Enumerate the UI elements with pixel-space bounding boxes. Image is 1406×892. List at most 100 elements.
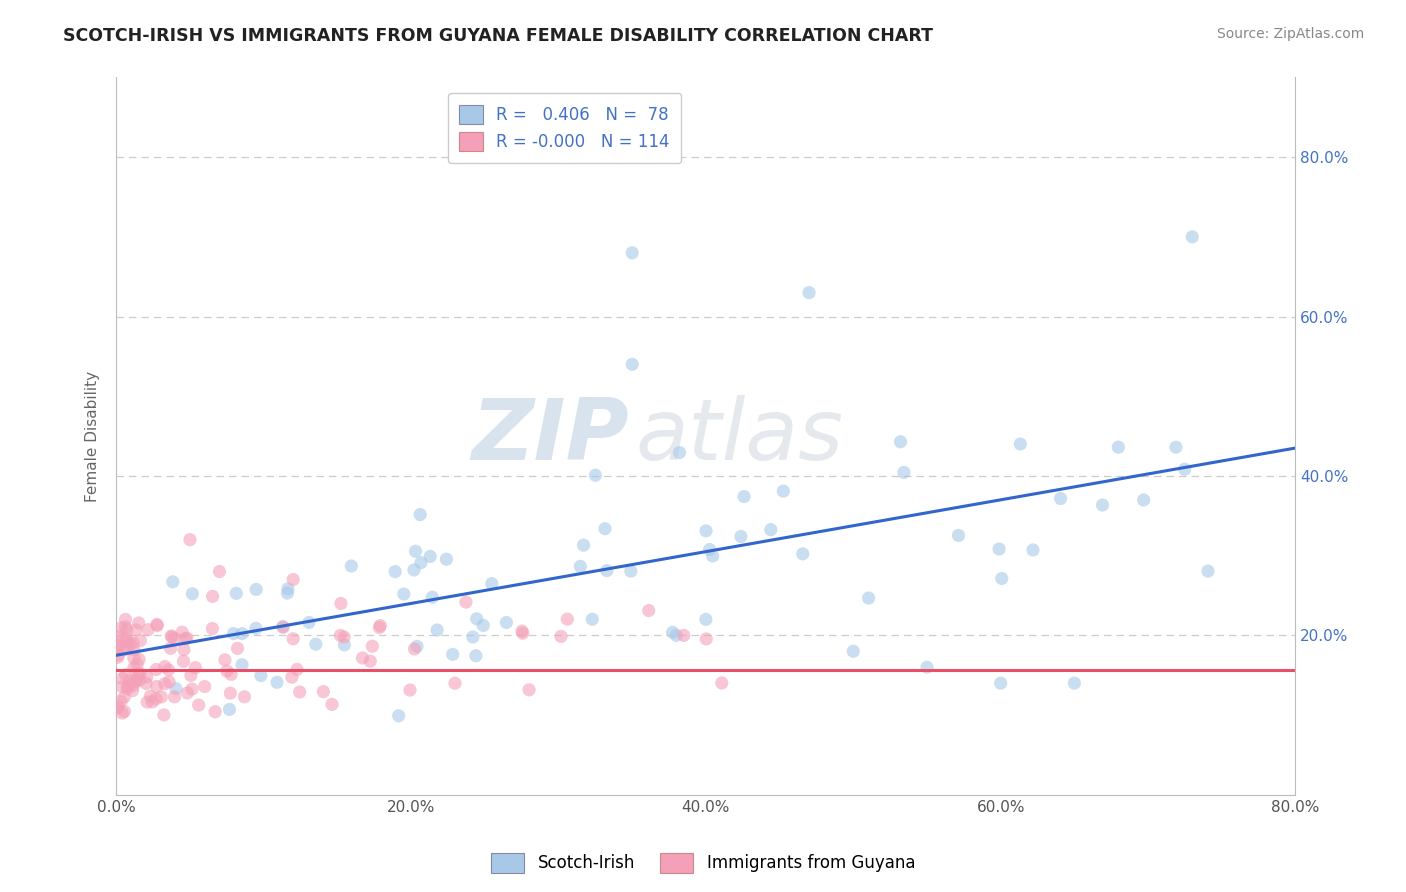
Point (281, 573, 304, 587)
Point (695, 612, 717, 626)
Point (276, 586, 298, 600)
Point (581, 612, 603, 626)
Point (990, 676, 1012, 690)
Point (392, 587, 415, 601)
Point (472, 618, 495, 632)
Point (948, 528, 970, 542)
Text: atlas: atlas (636, 394, 844, 477)
Point (136, 623, 159, 637)
Y-axis label: Female Disability: Female Disability (86, 370, 100, 501)
Point (125, 623, 148, 637)
Point (699, 542, 721, 557)
Point (114, 620, 136, 634)
Point (329, 597, 352, 611)
Point (266, 675, 288, 690)
Point (312, 684, 335, 698)
Point (163, 632, 186, 646)
Point (402, 563, 425, 577)
Point (128, 652, 150, 666)
Point (173, 642, 195, 657)
Point (512, 626, 534, 640)
Point (160, 629, 183, 643)
Point (214, 653, 236, 667)
Point (111, 672, 134, 686)
Point (184, 661, 207, 675)
Point (388, 708, 411, 723)
Point (114, 705, 136, 719)
Point (107, 629, 129, 643)
Point (125, 673, 148, 688)
Point (422, 591, 444, 605)
Point (695, 524, 717, 538)
Point (271, 619, 294, 633)
Point (621, 357, 644, 371)
Point (441, 648, 464, 662)
Point (842, 644, 865, 658)
Point (426, 623, 449, 637)
Point (128, 615, 150, 630)
Point (118, 673, 141, 688)
Point (172, 625, 194, 640)
Point (135, 676, 157, 690)
Point (129, 633, 152, 648)
Point (245, 621, 267, 635)
Point (368, 618, 391, 632)
Point (122, 678, 145, 692)
Point (988, 541, 1011, 556)
Point (231, 657, 253, 672)
Point (399, 683, 422, 698)
Point (160, 630, 183, 644)
Point (277, 582, 299, 596)
Point (173, 654, 195, 668)
Point (1049, 491, 1071, 506)
Point (128, 666, 150, 681)
Point (128, 673, 150, 687)
Point (250, 668, 273, 682)
Point (145, 680, 167, 694)
Point (288, 685, 311, 699)
Point (111, 706, 134, 720)
Point (404, 642, 426, 657)
Point (181, 682, 204, 697)
Point (889, 434, 911, 449)
Point (792, 547, 814, 561)
Point (135, 670, 157, 684)
Point (281, 670, 304, 684)
Point (1091, 498, 1114, 512)
Point (797, 285, 820, 300)
Point (159, 641, 181, 656)
Point (127, 657, 149, 672)
Point (1063, 676, 1085, 690)
Point (596, 564, 619, 578)
Point (593, 522, 616, 536)
Point (702, 549, 724, 563)
Point (127, 668, 149, 682)
Point (111, 680, 134, 694)
Point (110, 621, 132, 635)
Point (218, 702, 240, 716)
Point (226, 641, 249, 656)
Point (1010, 437, 1032, 451)
Point (110, 694, 132, 708)
Point (245, 582, 267, 597)
Point (107, 639, 129, 653)
Point (174, 632, 197, 646)
Point (329, 628, 352, 642)
Point (1022, 543, 1045, 558)
Point (672, 628, 695, 642)
Point (710, 676, 733, 690)
Point (668, 445, 690, 459)
Point (436, 552, 458, 566)
Point (637, 603, 659, 617)
Point (117, 680, 139, 694)
Point (759, 523, 782, 537)
Point (122, 636, 145, 650)
Point (368, 620, 391, 634)
Point (233, 690, 256, 704)
Point (1164, 440, 1187, 454)
Point (181, 587, 204, 601)
Point (285, 662, 308, 676)
Point (176, 686, 198, 700)
Point (145, 691, 167, 706)
Point (305, 637, 328, 651)
